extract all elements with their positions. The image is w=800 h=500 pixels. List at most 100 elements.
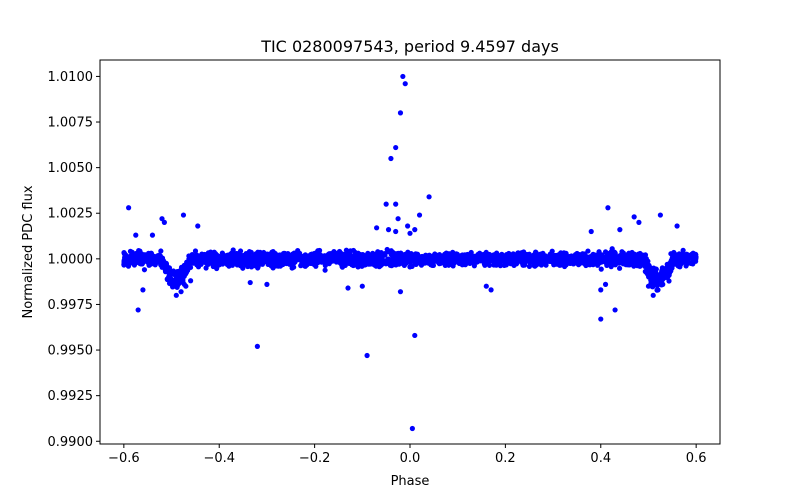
band-point bbox=[295, 249, 301, 256]
band-point bbox=[145, 259, 151, 266]
band-point bbox=[435, 257, 442, 263]
band-point bbox=[641, 257, 647, 263]
data-point bbox=[345, 285, 351, 291]
band-point bbox=[649, 278, 655, 284]
band-point bbox=[626, 250, 632, 256]
band-point bbox=[683, 263, 689, 269]
y-tick-label: 0.9975 bbox=[48, 298, 94, 313]
band-point bbox=[142, 254, 149, 260]
band-point bbox=[284, 260, 290, 267]
band-point bbox=[263, 255, 269, 261]
data-point bbox=[645, 283, 652, 289]
band-point bbox=[384, 257, 391, 263]
data-point bbox=[264, 281, 270, 287]
band-point bbox=[359, 257, 366, 263]
y-tick-label: 1.0000 bbox=[48, 252, 94, 267]
band-point bbox=[582, 261, 588, 268]
data-point bbox=[416, 212, 423, 218]
band-point bbox=[653, 269, 659, 275]
band-point bbox=[293, 256, 299, 262]
x-tick-label: 0.2 bbox=[495, 451, 516, 466]
band-point bbox=[560, 252, 566, 258]
band-point bbox=[289, 265, 295, 271]
band-point bbox=[670, 256, 676, 262]
band-point bbox=[313, 253, 319, 259]
band-point bbox=[520, 252, 526, 258]
data-point bbox=[598, 287, 604, 293]
data-point bbox=[407, 230, 413, 236]
band-point bbox=[534, 259, 540, 265]
band-point bbox=[598, 266, 604, 272]
band-point bbox=[491, 262, 498, 268]
data-point bbox=[254, 343, 260, 349]
band-point bbox=[593, 259, 599, 265]
band-point bbox=[656, 272, 662, 278]
x-axis: −0.6 −0.4 −0.2 0.0 0.2 0.4 0.6 bbox=[108, 444, 706, 466]
band-point bbox=[166, 272, 172, 278]
band-point bbox=[315, 259, 321, 266]
x-tick-label: −0.6 bbox=[108, 451, 140, 466]
data-point bbox=[393, 144, 399, 151]
data-point bbox=[385, 227, 392, 233]
band-point bbox=[363, 253, 369, 260]
data-point bbox=[173, 292, 179, 298]
band-point bbox=[521, 256, 527, 262]
band-point bbox=[557, 256, 563, 262]
band-point bbox=[163, 264, 169, 270]
x-tick-label: 0.4 bbox=[590, 451, 611, 466]
band-point bbox=[408, 250, 414, 257]
data-point bbox=[180, 212, 187, 218]
band-point bbox=[663, 274, 669, 281]
y-tick-label: 0.9925 bbox=[48, 389, 94, 404]
band-point bbox=[680, 247, 686, 253]
band-point bbox=[181, 262, 187, 268]
band-point bbox=[666, 278, 672, 284]
band-point bbox=[538, 257, 544, 263]
band-point bbox=[690, 250, 696, 256]
y-tick-label: 1.0050 bbox=[48, 161, 94, 176]
data-point bbox=[605, 205, 611, 211]
band-point bbox=[224, 260, 230, 267]
data-point bbox=[188, 278, 194, 284]
band-point bbox=[475, 256, 481, 262]
band-point bbox=[343, 251, 349, 257]
data-point bbox=[650, 292, 656, 298]
band-point bbox=[467, 251, 474, 257]
band-point bbox=[158, 248, 164, 254]
band-point bbox=[192, 248, 199, 254]
band-point bbox=[128, 260, 134, 266]
data-point bbox=[483, 283, 489, 289]
band-point bbox=[121, 262, 127, 268]
band-point bbox=[527, 257, 533, 263]
band-point bbox=[635, 251, 642, 257]
data-point bbox=[409, 425, 415, 432]
band-point bbox=[402, 261, 408, 267]
data-point bbox=[412, 332, 418, 339]
band-point bbox=[621, 254, 627, 260]
band-point bbox=[220, 256, 226, 262]
band-point bbox=[508, 261, 514, 267]
data-point bbox=[247, 279, 253, 286]
band-point bbox=[230, 247, 236, 253]
band-point bbox=[285, 253, 291, 259]
band-point bbox=[382, 252, 388, 258]
band-point bbox=[336, 248, 343, 255]
band-point bbox=[204, 254, 210, 260]
data-point bbox=[636, 219, 642, 225]
band-point bbox=[392, 258, 398, 264]
band-point bbox=[659, 267, 665, 274]
band-point bbox=[480, 256, 486, 262]
band-point bbox=[334, 254, 340, 260]
band-point bbox=[246, 257, 253, 263]
band-point bbox=[176, 280, 182, 286]
band-point bbox=[416, 257, 422, 264]
band-point bbox=[688, 260, 694, 267]
data-point bbox=[364, 352, 370, 359]
band-point bbox=[608, 249, 614, 255]
band-point bbox=[547, 257, 554, 263]
data-point bbox=[598, 316, 604, 322]
band-point bbox=[666, 270, 673, 276]
data-point bbox=[178, 289, 184, 295]
